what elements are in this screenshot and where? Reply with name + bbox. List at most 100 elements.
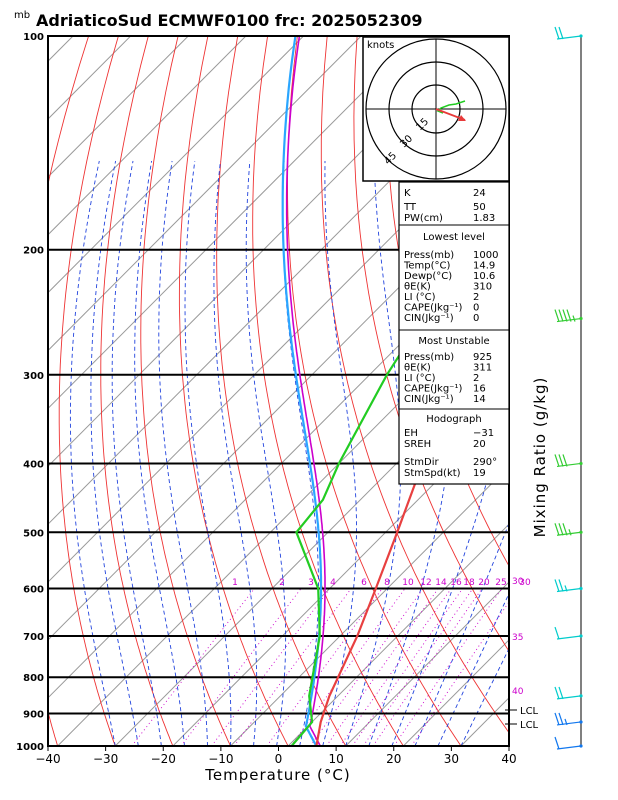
barb-half xyxy=(564,585,568,592)
barb-flag xyxy=(562,454,568,467)
index-label: PW(cm) xyxy=(404,213,443,224)
index-label: θE(K) xyxy=(404,282,431,293)
temp-tick-label: 30 xyxy=(444,752,459,766)
lcl-markers: LCL LCL xyxy=(505,706,539,731)
wind-barb xyxy=(554,523,583,536)
moist-adiabat xyxy=(345,160,402,746)
isotherm xyxy=(48,36,477,467)
dry-adiabat xyxy=(287,36,462,746)
isotherm xyxy=(345,581,509,746)
theta-label: 30 xyxy=(512,577,524,587)
index-table: K 24 TT 50 PW(cm) 1.83 Lowest level Press(mb) 10… xyxy=(398,181,510,485)
mixing-ratio-label: 14 xyxy=(435,578,447,588)
isotherm xyxy=(48,176,509,641)
index-value: 2 xyxy=(473,373,479,384)
barb-dot xyxy=(579,461,583,466)
section-title: Hodograph xyxy=(426,414,481,425)
wind-barb xyxy=(554,26,583,40)
mixing-ratio-label: 6 xyxy=(361,578,367,588)
theta-label: 40 xyxy=(512,687,524,697)
isotherm xyxy=(48,36,189,178)
barb-flag xyxy=(554,454,560,467)
barb-dot xyxy=(579,720,583,724)
index-value: 14 xyxy=(473,394,486,405)
moist-adiabat xyxy=(213,160,258,746)
dry-adiabat xyxy=(58,36,119,746)
temperature-tick-labels: −40 −30 −20 −10 0 10 20 30 40 xyxy=(35,746,517,766)
isotherm xyxy=(48,36,304,294)
dry-adiabat xyxy=(353,36,509,653)
mixing-ratio-labels: 1 2 3 4 6 8 10 12 14 16 18 20 25 30 xyxy=(232,578,531,588)
x-axis-label: Temperature (°C) xyxy=(204,766,350,784)
pressure-tick-400: 400 xyxy=(23,459,44,470)
mixing-ratio-line xyxy=(211,588,331,746)
barb-dot xyxy=(579,634,583,638)
moist-adiabat xyxy=(414,522,509,746)
temp-tick-label: 10 xyxy=(328,752,343,766)
mixing-ratio-line xyxy=(351,588,464,746)
barb-half xyxy=(564,718,568,726)
isotherm xyxy=(287,523,509,746)
lcl-label-2: LCL xyxy=(520,720,539,731)
barb-flag xyxy=(558,686,564,700)
index-label: K xyxy=(404,188,411,199)
temp-tick-label: −30 xyxy=(93,752,118,766)
hodograph-trace xyxy=(436,100,466,114)
wind-barb xyxy=(554,579,583,593)
index-label: CIN(Jkg⁻¹) xyxy=(404,394,454,405)
index-value: 0 xyxy=(473,303,479,314)
mixing-ratio-label: 16 xyxy=(450,578,462,588)
index-value: 24 xyxy=(473,188,486,199)
pressure-tick-1000: 1000 xyxy=(16,742,44,753)
index-label: CIN(Jkg⁻¹) xyxy=(404,313,454,324)
barb-flag xyxy=(554,736,560,750)
mixing-ratio-label: 4 xyxy=(330,578,336,588)
lcl-label-1: LCL xyxy=(520,706,539,717)
barb-dot xyxy=(579,694,583,698)
barb-flag xyxy=(566,309,572,322)
chart-title: AdriaticoSud ECMWF0100 frc: 2025052309 xyxy=(36,11,422,30)
section-title: Most Unstable xyxy=(418,336,489,347)
pressure-tick-labels: 100 200 300 400 500 600 700 800 900 1000 xyxy=(16,32,44,753)
barb-flag xyxy=(558,26,564,40)
index-label: EH xyxy=(404,428,418,439)
index-label: θE(K) xyxy=(404,363,431,374)
barb-flag xyxy=(554,686,560,700)
barb-shaft xyxy=(556,531,582,536)
dry-adiabat xyxy=(596,36,618,746)
section-title: Lowest level xyxy=(423,232,485,243)
index-value: 10.6 xyxy=(473,271,495,282)
barb-dot xyxy=(579,744,583,748)
barb-flag xyxy=(554,712,560,726)
barb-shaft xyxy=(556,695,582,700)
index-label: SREH xyxy=(404,439,431,450)
barb-flag xyxy=(554,626,560,640)
moist-adiabat xyxy=(437,592,509,746)
barb-flag xyxy=(562,523,568,536)
moist-adiabat xyxy=(368,160,454,746)
index-value: 310 xyxy=(473,282,492,293)
barb-flag xyxy=(554,309,560,322)
isotherm xyxy=(48,234,509,699)
barb-flag xyxy=(554,523,560,536)
isotherm xyxy=(48,36,247,236)
barb-half xyxy=(568,529,572,536)
isotherm xyxy=(0,36,15,746)
isotherm xyxy=(48,36,420,410)
index-value: 0 xyxy=(473,313,479,324)
wind-barb xyxy=(554,626,583,640)
pressure-tick-300: 300 xyxy=(23,371,44,382)
barb-shaft xyxy=(556,587,582,593)
isotherm xyxy=(172,407,509,746)
index-table-box xyxy=(398,181,510,485)
mixing-ratio-line xyxy=(180,588,302,746)
wind-barb xyxy=(554,686,583,700)
wind-barb xyxy=(554,736,583,750)
barb-dot xyxy=(579,316,583,321)
mixing-ratio-label: 10 xyxy=(402,578,414,588)
isotherm xyxy=(48,36,362,352)
moist-adiabat xyxy=(184,160,232,746)
barb-flag xyxy=(562,309,568,322)
pressure-tick-900: 900 xyxy=(23,710,44,721)
right-axis-label: Mixing Ratio (g/kg) xyxy=(531,377,549,538)
